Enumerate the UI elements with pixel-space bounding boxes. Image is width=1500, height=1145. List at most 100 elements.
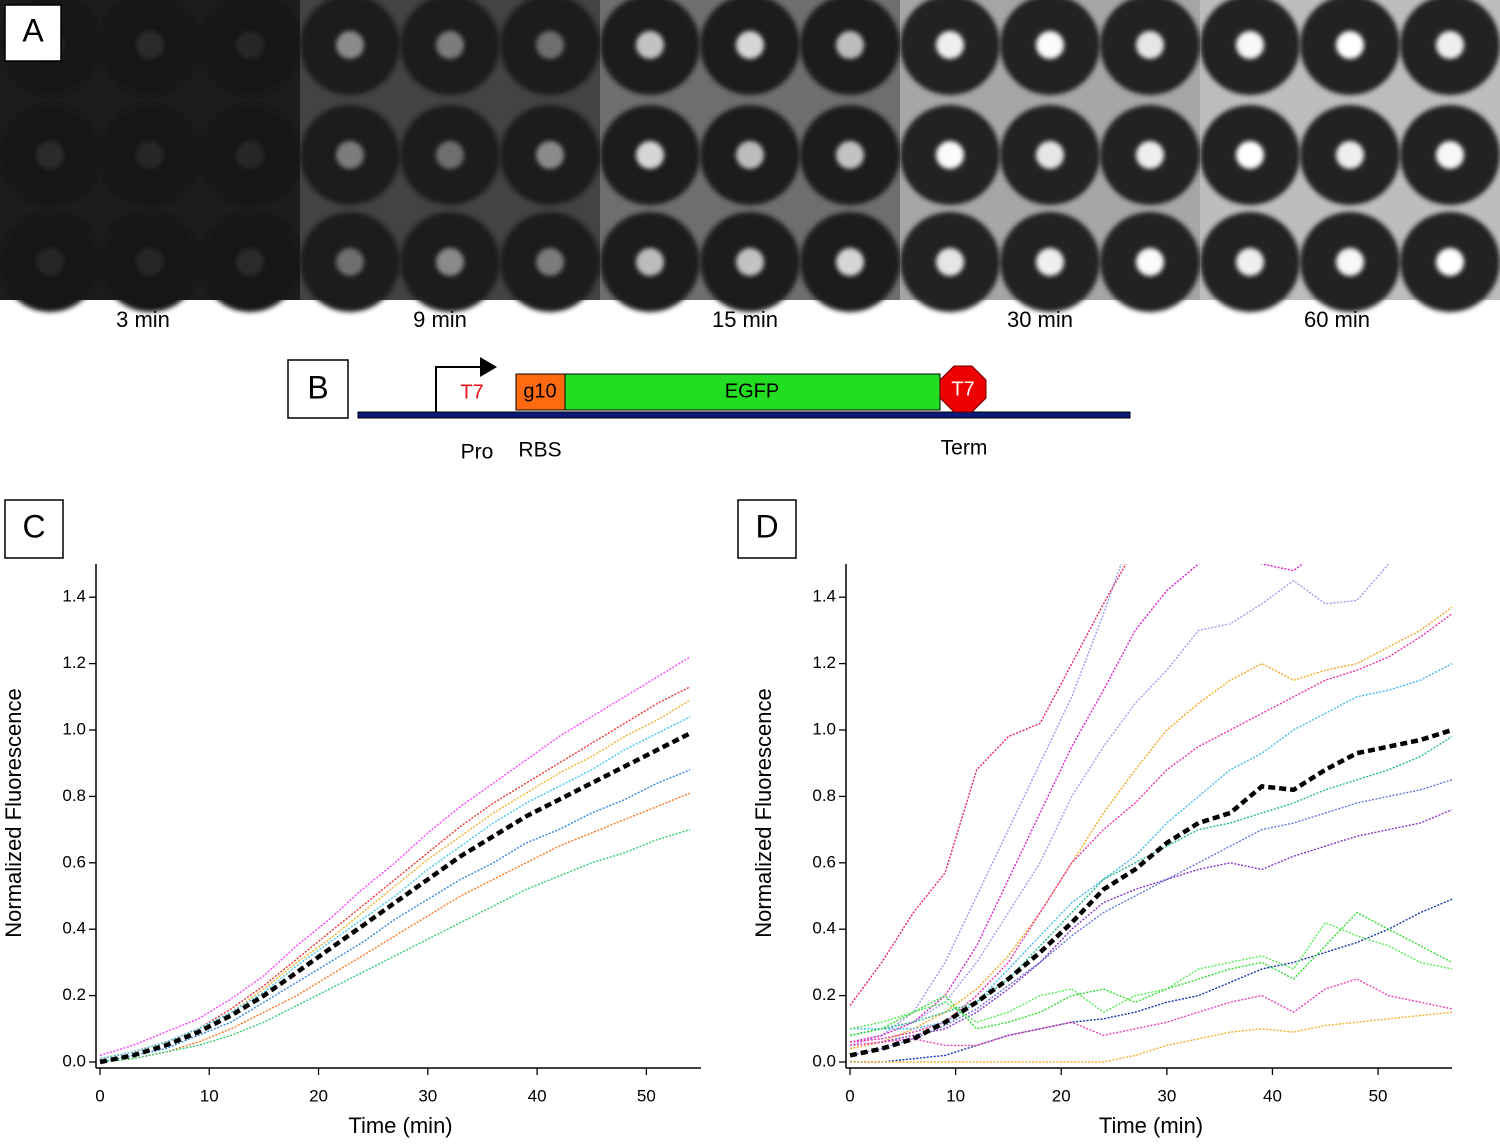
mean-line — [99, 731, 692, 1065]
gene-box — [564, 373, 941, 411]
well-spot — [536, 31, 564, 59]
well-spot — [236, 31, 264, 59]
panel-label-box — [4, 4, 62, 62]
well-spot — [736, 141, 764, 169]
rbs-label: g10 — [523, 380, 556, 402]
y-axis-title: Normalized Fluorescence — [1, 688, 26, 937]
well-spot — [1236, 141, 1264, 169]
terminator-stop — [939, 365, 987, 413]
dna-backbone — [357, 411, 1131, 419]
panel-label: C — [22, 508, 45, 544]
x-tick-label: 0 — [845, 1086, 854, 1105]
well-spot — [936, 248, 964, 276]
well-spot — [136, 31, 164, 59]
trace-line — [850, 1011, 1453, 1063]
well-spot — [336, 31, 364, 59]
well-spot — [1136, 248, 1164, 276]
y-tick-label: 1.4 — [812, 587, 836, 606]
y-tick-label: 1.0 — [62, 719, 86, 738]
timepoint-label: 9 min — [413, 307, 467, 332]
timepoint-label: 3 min — [116, 307, 170, 332]
trace-line — [849, 809, 1453, 1047]
well-spot — [1436, 141, 1464, 169]
terminator-label: T7 — [951, 378, 974, 400]
trace-line — [99, 656, 691, 1057]
panel-b: B T7 g10 EGFP T7 Pro RBS Term — [287, 357, 1131, 464]
well-spot — [436, 248, 464, 276]
trace-line — [849, 564, 1122, 1047]
panel-a — [0, 0, 1500, 312]
y-tick-label: 0.2 — [62, 985, 86, 1004]
well-spot — [36, 141, 64, 169]
well-spot — [236, 141, 264, 169]
well-spot — [936, 31, 964, 59]
x-tick-label: 20 — [309, 1086, 328, 1105]
promoter-arrow — [435, 366, 482, 412]
well-spot — [1036, 31, 1064, 59]
y-tick-label: 1.4 — [62, 587, 86, 606]
timepoint-label: 15 min — [712, 307, 778, 332]
trace-line — [849, 779, 1453, 1057]
well-spot — [1336, 248, 1364, 276]
well-spot — [1236, 248, 1264, 276]
x-tick-label: 40 — [1263, 1086, 1282, 1105]
panel-label: D — [755, 508, 778, 544]
y-tick-label: 1.0 — [812, 719, 836, 738]
timepoint-label: 60 min — [1304, 307, 1370, 332]
y-tick-label: 1.2 — [812, 653, 836, 672]
well-spot — [536, 141, 564, 169]
y-tick-label: 0.4 — [812, 919, 836, 938]
well-spot — [1436, 31, 1464, 59]
mean-line — [849, 727, 1453, 1058]
trace-line — [99, 686, 691, 1060]
y-tick-label: 0.8 — [62, 786, 86, 805]
timepoint-label: 30 min — [1007, 307, 1073, 332]
trace-line — [99, 769, 691, 1063]
well-spot — [236, 248, 264, 276]
well-spot — [1236, 31, 1264, 59]
well-spot — [936, 141, 964, 169]
well-spot — [636, 141, 664, 169]
promoter-arrowhead — [480, 357, 497, 377]
panel-label: A — [22, 12, 44, 48]
well-spot — [636, 31, 664, 59]
x-tick-label: 0 — [95, 1086, 104, 1105]
trace-line — [849, 978, 1453, 1047]
well-spot — [736, 248, 764, 276]
x-tick-label: 10 — [946, 1086, 965, 1105]
well-spot — [436, 141, 464, 169]
well-spot — [1336, 141, 1364, 169]
x-axis-title: Time (min) — [348, 1113, 452, 1138]
y-tick-label: 0.2 — [812, 985, 836, 1004]
x-tick-label: 30 — [418, 1086, 437, 1105]
trace-line — [849, 921, 1453, 1030]
panel-label-box — [287, 359, 349, 419]
well-spot — [836, 141, 864, 169]
well-spot — [1336, 31, 1364, 59]
trace-line — [849, 613, 1453, 1043]
y-tick-label: 0.0 — [62, 1051, 86, 1070]
x-tick-label: 20 — [1052, 1086, 1071, 1105]
x-tick-label: 50 — [1369, 1086, 1388, 1105]
well-spot — [836, 31, 864, 59]
well-spot — [1136, 141, 1164, 169]
gene-label: EGFP — [725, 380, 779, 402]
trace-line — [849, 564, 1304, 1043]
well-spot — [536, 248, 564, 276]
well-spot — [836, 248, 864, 276]
trace-line — [99, 792, 691, 1063]
well-spot — [36, 248, 64, 276]
x-axis-title: Time (min) — [1099, 1113, 1203, 1138]
trace-line — [849, 564, 1391, 1037]
x-tick-label: 40 — [528, 1086, 547, 1105]
trace-line — [849, 736, 1453, 1037]
well-spot — [1436, 248, 1464, 276]
well-spot — [1036, 248, 1064, 276]
well-spot — [336, 141, 364, 169]
panel-label: B — [307, 369, 328, 405]
y-tick-label: 0.4 — [62, 919, 86, 938]
y-tick-label: 0.0 — [812, 1051, 836, 1070]
x-tick-label: 50 — [637, 1086, 656, 1105]
well-spot — [636, 248, 664, 276]
